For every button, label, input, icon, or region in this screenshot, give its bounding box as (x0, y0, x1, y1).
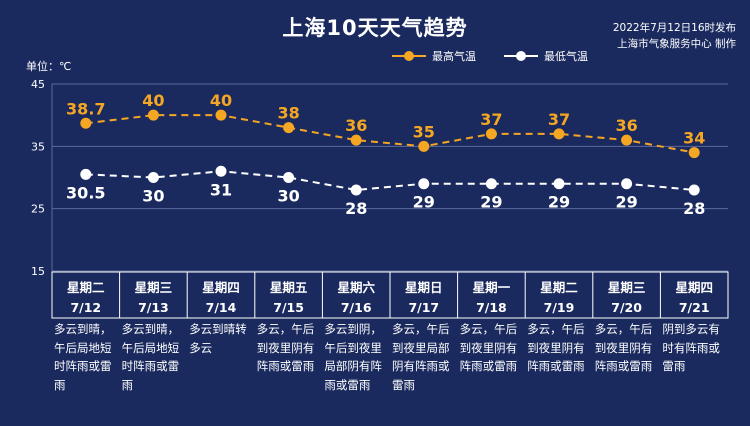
high-temp-point (283, 122, 295, 134)
day-weather-desc: 多云到晴转多云 (189, 322, 247, 355)
low-temp-point (553, 178, 565, 190)
day-weather-desc: 多云，午后到夜里阴有阵雨或雷雨 (527, 322, 585, 373)
low-temp-point (283, 172, 295, 183)
high-temp-label: 37 (548, 110, 570, 129)
day-weather-desc: 多云，午后到夜里阴有阵雨或雷雨 (256, 322, 315, 373)
low-temp-label: 29 (413, 193, 435, 212)
low-temp-point (80, 168, 92, 180)
high-temp-label: 40 (142, 91, 164, 110)
low-temp-label: 29 (615, 193, 637, 212)
high-temp-point (688, 147, 700, 159)
high-temp-point (621, 134, 633, 146)
high-temp-label: 40 (210, 91, 232, 110)
day-date: 7/14 (206, 300, 237, 315)
low-temp-point (621, 178, 633, 190)
day-weather-desc: 多云到晴，午后局地短时阵雨或雷雨 (54, 322, 112, 392)
high-temp-label: 37 (480, 110, 502, 129)
day-weekday: 星期二 (67, 280, 105, 295)
high-temp-line (85, 114, 695, 154)
high-temp-point (485, 128, 497, 140)
high-temp-label: 35 (413, 122, 435, 141)
day-weekday: 星期五 (270, 280, 308, 295)
low-temp-point (147, 172, 159, 183)
low-temp-point (350, 184, 362, 196)
low-temp-label: 30.5 (66, 183, 105, 202)
low-temp-point (215, 165, 227, 177)
day-weather-desc: 多云到阴，午后到夜里局部阴有阵雨或雷雨 (324, 322, 382, 392)
day-weekday: 星期四 (675, 280, 713, 295)
y-tick-label: 25 (31, 203, 45, 216)
y-tick-label: 15 (31, 265, 45, 278)
day-date: 7/19 (544, 300, 575, 315)
high-temp-point (215, 109, 227, 121)
high-temp-point (80, 117, 92, 129)
high-temp-label: 38 (277, 104, 299, 123)
day-date: 7/20 (611, 300, 642, 315)
day-weekday: 星期六 (337, 280, 375, 295)
low-temp-label: 29 (480, 193, 502, 212)
day-weather-desc: 多云，午后到夜里阴有阵雨或雷雨 (594, 322, 653, 373)
day-weather-desc: 阴到多云有时有阵雨或雷雨 (662, 322, 720, 373)
y-tick-label: 35 (31, 140, 45, 153)
day-weather-desc: 多云，午后到夜里局部阴有阵雨或雷雨 (392, 322, 450, 392)
chart-title: 上海10天天气趋势 (282, 16, 468, 40)
legend-item-high: 最高气温 (392, 48, 476, 64)
high-temp-point (418, 140, 430, 152)
low-temp-label: 31 (210, 180, 232, 199)
publisher: 上海市气象服务中心 制作 (617, 38, 736, 50)
legend: 最高气温 最低气温 (392, 48, 610, 64)
release-info: 2022年7月12日16时发布 上海市气象服务中心 制作 (613, 20, 736, 52)
legend-high-label: 最高气温 (432, 50, 476, 63)
low-temp-label: 29 (548, 193, 570, 212)
day-weekday: 星期三 (608, 280, 646, 295)
high-temp-point (147, 109, 159, 121)
low-temp-label: 30 (142, 187, 164, 206)
day-weekday: 星期日 (405, 280, 443, 295)
low-temp-label: 28 (683, 199, 705, 218)
unit-label: 单位：℃ (26, 60, 72, 73)
day-date: 7/12 (70, 300, 101, 315)
legend-low-marker-icon (504, 51, 538, 61)
day-weekday: 星期二 (540, 280, 578, 295)
low-temp-label: 28 (345, 199, 367, 218)
day-weekday: 星期一 (473, 280, 511, 295)
day-weather-desc: 多云到晴，午后局地短时阵雨或雷雨 (121, 322, 180, 392)
low-temp-point (688, 184, 700, 196)
release-time: 2022年7月12日16时发布 (612, 22, 736, 34)
day-weather-desc: 多云，午后到夜里阴有阵雨或雷雨 (459, 322, 518, 373)
y-tick-label: 45 (31, 78, 45, 91)
weather-descriptions: 多云到晴，午后局地短时阵雨或雷雨 多云到晴，午后局地短时阵雨或雷雨 多云到晴转多云多… (52, 320, 728, 420)
high-temp-point (350, 134, 362, 146)
day-date: 7/18 (476, 300, 507, 315)
legend-low-label: 最低气温 (544, 50, 588, 63)
day-weekday: 星期四 (202, 280, 240, 295)
day-weekday: 星期三 (135, 280, 173, 295)
high-temp-label: 36 (615, 116, 637, 135)
low-temp-point (418, 178, 430, 190)
high-temp-label: 36 (345, 116, 367, 135)
high-temp-label: 38.7 (66, 99, 105, 118)
legend-item-low: 最低气温 (504, 48, 588, 64)
low-temp-line (85, 170, 695, 191)
day-date: 7/15 (273, 300, 304, 315)
low-temp-point (485, 178, 497, 190)
legend-high-marker-icon (392, 51, 426, 61)
high-temp-point (553, 128, 565, 140)
low-temp-label: 30 (277, 187, 299, 206)
day-date: 7/17 (408, 300, 439, 315)
day-date: 7/21 (679, 300, 710, 315)
day-date: 7/13 (138, 300, 169, 315)
high-temp-label: 34 (683, 129, 705, 148)
day-date: 7/16 (341, 300, 372, 315)
